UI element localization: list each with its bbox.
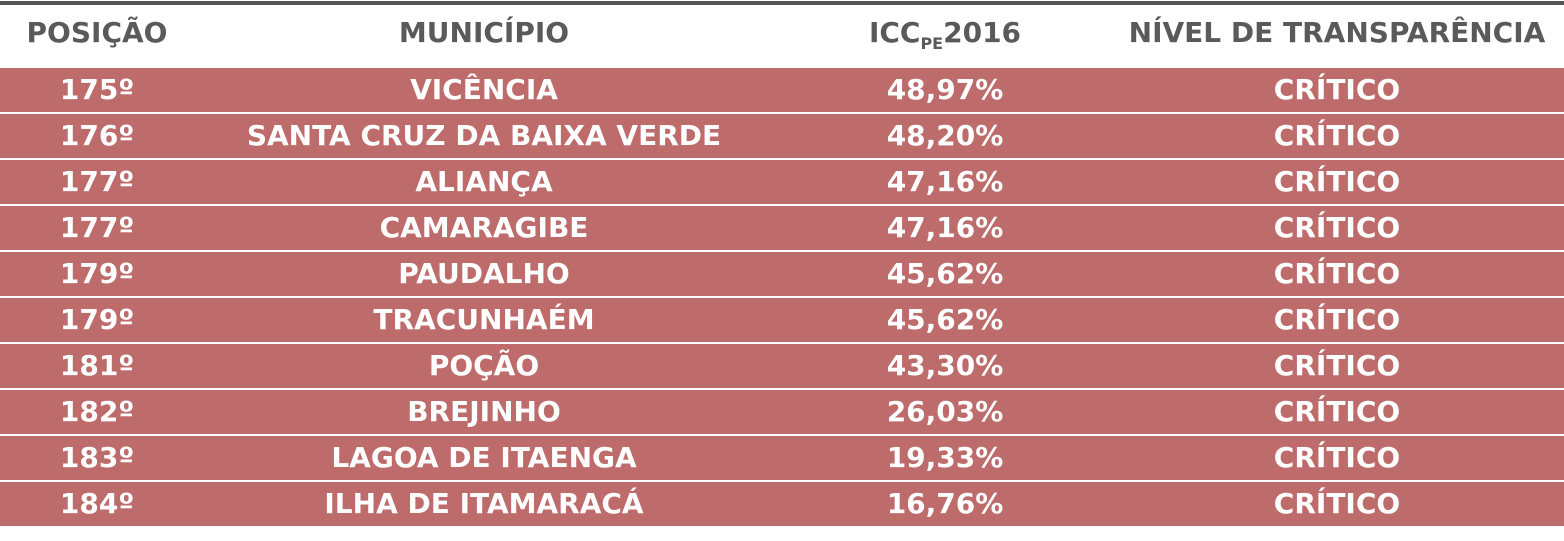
cell: PAUDALHO [398,257,570,290]
row-background [0,206,1564,250]
cell: CRÍTICO [1274,440,1400,474]
cell: VICÊNCIA [410,72,558,106]
cell: 177º [60,211,134,244]
cell: 47,16% [887,165,1004,198]
cell: LAGOA DE ITAENGA [331,441,637,474]
cell: CRÍTICO [1274,394,1400,428]
cell: 45,62% [887,257,1004,290]
top-rule [0,1,1564,5]
cell: 184º [60,487,134,520]
header-suffix: 2016 [943,16,1021,49]
cell: CRÍTICO [1274,302,1400,336]
cell: CRÍTICO [1274,118,1400,152]
cell: POÇÃO [429,348,539,382]
row-background [0,298,1564,342]
header-cell: ICCPE2016 [869,16,1021,53]
cell: ILHA DE ITAMARACÁ [324,486,644,520]
row-background [0,252,1564,296]
header-cell: NÍVEL DE TRANSPARÊNCIA [1129,15,1546,49]
row-background [0,390,1564,434]
header-text: ICC [869,16,921,49]
row-background [0,344,1564,388]
cell: 176º [60,119,134,152]
row-background [0,68,1564,112]
cell: 47,16% [887,211,1004,244]
cell: 45,62% [887,303,1004,336]
cell: CRÍTICO [1274,348,1400,382]
header-cell: POSIÇÃO [27,15,168,49]
cell: 16,76% [887,487,1004,520]
cell: 175º [60,73,134,106]
cell: SANTA CRUZ DA BAIXA VERDE [247,119,721,152]
row-background [0,114,1564,158]
cell: 179º [60,257,134,290]
cell: CRÍTICO [1274,164,1400,198]
cell: 179º [60,303,134,336]
cell: ALIANÇA [415,165,553,198]
row-background [0,160,1564,204]
header-cell: MUNICÍPIO [399,15,569,49]
row-background [0,436,1564,480]
cell: 183º [60,441,134,474]
cell: CRÍTICO [1274,486,1400,520]
cell: 182º [60,395,134,428]
cell: CRÍTICO [1274,210,1400,244]
cell: BREJINHO [407,395,561,428]
cell: 48,20% [887,119,1004,152]
header-subscript: PE [920,34,943,53]
cell: TRACUNHAÉM [373,302,594,336]
cell: CAMARAGIBE [380,211,589,244]
cell: 181º [60,349,134,382]
cell: 26,03% [887,395,1004,428]
cell: 19,33% [887,441,1004,474]
cell: 177º [60,165,134,198]
cell: 43,30% [887,349,1004,382]
row-background [0,482,1564,526]
cell: CRÍTICO [1274,72,1400,106]
cell: 48,97% [887,73,1004,106]
cell: CRÍTICO [1274,256,1400,290]
